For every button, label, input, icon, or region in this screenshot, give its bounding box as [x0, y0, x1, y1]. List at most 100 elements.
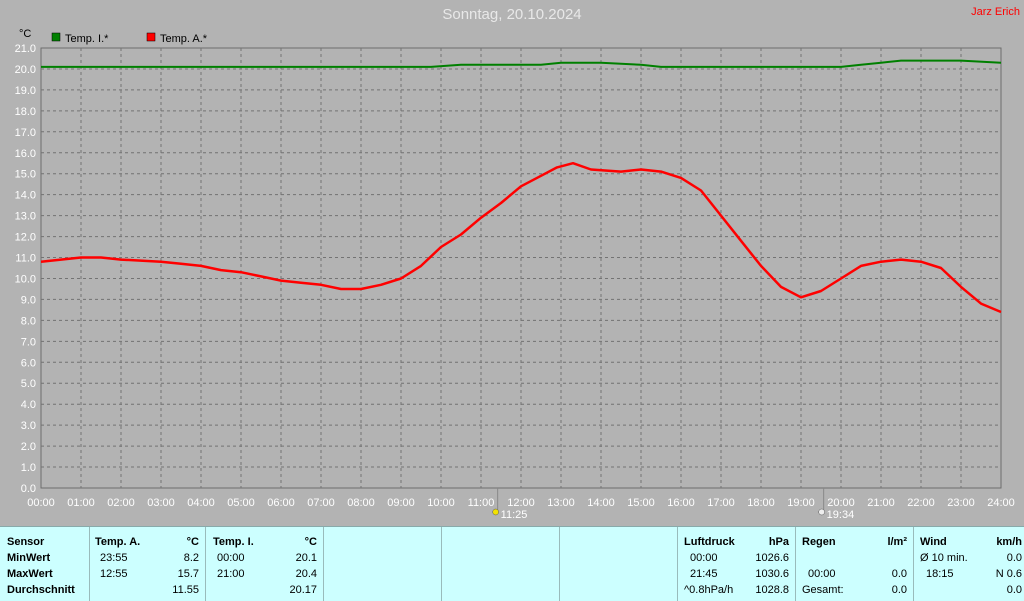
page-title: Sonntag, 20.10.2024 [442, 6, 582, 23]
x-tick-label: 15:00 [627, 497, 655, 509]
y-tick-label: 2.0 [21, 441, 36, 453]
temp-a-min-time: 23:55 [100, 552, 128, 564]
temp-a-max-value: 15.7 [177, 568, 199, 580]
temp-a-min-value: 8.2 [183, 552, 199, 564]
stats-empty-column-2 [442, 527, 560, 601]
sunrise-icon [492, 508, 499, 516]
sun-marker-label: 11:25 [501, 509, 528, 521]
y-tick-label: 7.0 [21, 336, 36, 348]
legend-label: Temp. A.* [160, 33, 208, 45]
temp-i-max-time: 21:00 [217, 568, 245, 580]
x-tick-label: 21:00 [867, 497, 895, 509]
pressure-max-time: 21:45 [690, 568, 718, 580]
wind-extra-value: 0.0 [1006, 584, 1022, 596]
pressure-trend: ^0.8hPa/h [684, 584, 734, 596]
x-tick-label: 09:00 [387, 497, 415, 509]
row-label-max: MaxWert [7, 568, 53, 580]
wind-unit: km/h [996, 536, 1022, 548]
rain-total-value: 0.0 [891, 584, 907, 596]
x-tick-label: 01:00 [67, 497, 95, 509]
pressure-min-value: 1026.6 [755, 552, 789, 564]
y-axis-label: °C [19, 28, 31, 40]
stats-wind-column: Wind km/h Ø 10 min. 0.0 18:15 N 0.6 0.0 [914, 527, 1024, 601]
x-tick-label: 24:00 [987, 497, 1015, 509]
legend-label: Temp. I.* [65, 33, 109, 45]
x-tick-label: 13:00 [547, 497, 575, 509]
rain-header: Regen [802, 536, 836, 548]
sunset-icon [818, 508, 825, 516]
y-tick-label: 21.0 [15, 43, 36, 55]
y-tick-label: 19.0 [15, 85, 36, 97]
rain-max-value: 0.0 [891, 568, 907, 580]
x-tick-label: 17:00 [707, 497, 735, 509]
x-tick-label: 22:00 [907, 497, 935, 509]
row-label-min: MinWert [7, 552, 51, 564]
pressure-header: Luftdruck [684, 536, 735, 548]
x-tick-label: 23:00 [947, 497, 975, 509]
temp-i-min-time: 00:00 [217, 552, 245, 564]
x-tick-label: 10:00 [427, 497, 455, 509]
stats-empty-column-1 [324, 527, 442, 601]
rain-unit: l/m² [887, 536, 907, 548]
x-tick-label: 06:00 [267, 497, 295, 509]
legend-swatch [146, 32, 156, 42]
y-tick-label: 18.0 [15, 106, 36, 118]
y-tick-label: 15.0 [15, 169, 36, 181]
pressure-unit: hPa [768, 536, 789, 548]
y-tick-label: 5.0 [21, 378, 36, 390]
stats-pressure-column: Luftdruck hPa 00:00 1026.6 21:45 1030.6 … [678, 527, 796, 601]
y-tick-label: 10.0 [15, 273, 36, 285]
wind-header: Wind [920, 536, 947, 548]
y-tick-label: 13.0 [15, 211, 36, 223]
series-line-temp-i [41, 59, 1002, 68]
x-tick-label: 12:00 [507, 497, 535, 509]
temp-i-average: 20.17 [289, 584, 317, 596]
y-tick-label: 12.0 [15, 232, 36, 244]
y-tick-label: 0.0 [21, 483, 36, 495]
y-tick-label: 20.0 [15, 64, 36, 76]
x-tick-label: 19:00 [787, 497, 815, 509]
y-tick-label: 16.0 [15, 148, 36, 160]
x-tick-label: 18:00 [747, 497, 775, 509]
y-tick-label: 3.0 [21, 420, 36, 432]
stats-empty-column-3 [560, 527, 678, 601]
y-tick-label: 9.0 [21, 294, 36, 306]
temp-a-max-time: 12:55 [100, 568, 128, 580]
author-label: Jarz Erich [971, 6, 1020, 18]
series-line-temp-a [40, 161, 1002, 314]
x-tick-label: 08:00 [347, 497, 375, 509]
x-tick-label: 07:00 [307, 497, 335, 509]
x-tick-label: 14:00 [587, 497, 615, 509]
x-tick-label: 00:00 [27, 497, 55, 509]
x-tick-label: 02:00 [107, 497, 135, 509]
temp-i-unit: °C [304, 536, 317, 548]
wind-max-value: N 0.6 [995, 568, 1022, 580]
stats-labels-column: Sensor MinWert MaxWert Durchschnitt [0, 527, 90, 601]
wind-avg-value: 0.0 [1006, 552, 1022, 564]
stats-temp-a-column: Temp. A. °C 23:55 8.2 12:55 15.7 11.55 [90, 527, 206, 601]
y-tick-label: 4.0 [21, 399, 36, 411]
pressure-min-time: 00:00 [690, 552, 718, 564]
legend-swatch [51, 32, 61, 42]
pressure-max-value: 1030.6 [755, 568, 789, 580]
pressure-average: 1028.8 [755, 584, 789, 596]
temp-i-max-value: 20.4 [295, 568, 317, 580]
temp-a-header: Temp. A. [95, 536, 141, 548]
x-tick-label: 11:00 [468, 497, 495, 509]
rain-max-time: 00:00 [808, 568, 836, 580]
x-tick-label: 20:00 [827, 497, 855, 509]
y-tick-label: 14.0 [15, 190, 36, 202]
temp-a-average: 11.55 [172, 584, 199, 596]
y-tick-label: 8.0 [21, 315, 36, 327]
temperature-chart: 0.0 1.0 2.0 3.0 4.0 5.0 6.0 7.0 8.0 9.0 10.0 11.0 12… [15, 28, 1015, 521]
stats-panel: Sensor MinWert MaxWert Durchschnitt Temp… [0, 526, 1024, 601]
y-tick-label: 17.0 [15, 127, 36, 139]
row-label-sensor: Sensor [7, 536, 45, 548]
x-tick-label: 04:00 [187, 497, 215, 509]
temp-i-header: Temp. I. [213, 536, 254, 548]
stats-temp-i-column: Temp. I. °C 00:00 20.1 21:00 20.4 20.17 [206, 527, 324, 601]
row-label-avg: Durchschnitt [7, 584, 75, 596]
y-tick-label: 6.0 [21, 357, 36, 369]
temp-a-unit: °C [186, 536, 199, 548]
temp-i-min-value: 20.1 [295, 552, 317, 564]
